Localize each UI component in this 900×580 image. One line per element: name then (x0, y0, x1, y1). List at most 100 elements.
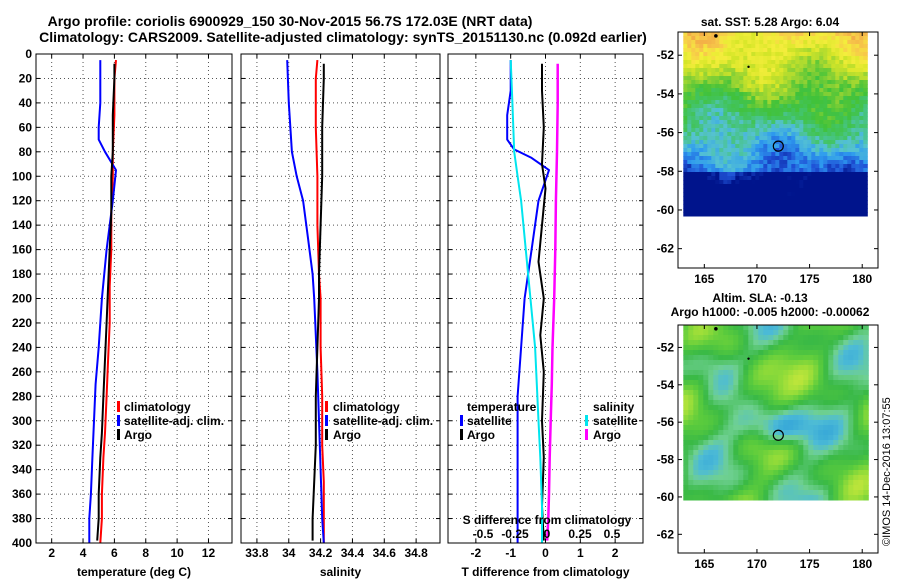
legend-heading-temperature: temperature (467, 400, 537, 414)
temperature-profile-panel: 0 20 40 60 80 100 120 140 160 180 200 220 240 260 280 3… (12, 47, 233, 579)
legend-label-temp-satellite: satellite (467, 414, 512, 428)
y-tick-label: 340 (12, 463, 32, 477)
difference-profile-panel: -2 -1 0 1 2 T difference from climatology (447, 53, 644, 579)
y-tick-label: -54 (657, 378, 675, 392)
temperature-legend: climatology satellite-adj. clim. Argo (117, 400, 224, 442)
y-tick-label: 40 (19, 96, 33, 110)
y-tick-label: 400 (12, 536, 32, 550)
x-tick-label: 180 (852, 272, 872, 286)
heatmap-cells (683, 325, 869, 501)
y-tick-label: -60 (657, 203, 675, 217)
s-tick-label: 0.5 (604, 527, 621, 541)
y-tick-label: 240 (12, 340, 32, 354)
salinity-profile-panel: 33.8 34 34.2 34.4 34.6 34.8 salinity (240, 53, 441, 579)
y-tick-label: -62 (657, 527, 675, 541)
y-tick-label: 100 (12, 169, 32, 183)
map-frame (677, 324, 879, 554)
series-line (311, 63, 325, 541)
figure-title-line2: Climatology: CARS2009. Satellite-adjuste… (39, 29, 647, 45)
y-tick-label: -52 (657, 340, 675, 354)
x-tick-label: 34 (282, 546, 296, 560)
y-tick-label: 160 (12, 243, 32, 257)
sst-map-title: sat. SST: 5.28 Argo: 6.04 (701, 15, 840, 29)
y-tick-label: 180 (12, 267, 32, 281)
plot-frame (240, 53, 441, 544)
y-tick-label: -54 (657, 87, 675, 101)
x-tick-label: -1 (505, 546, 516, 560)
y-tick-label: 220 (12, 316, 32, 330)
series-line (537, 63, 547, 541)
x-tick-label: 8 (142, 546, 149, 560)
island-marker (747, 65, 750, 69)
legend-swatch-satellite (325, 415, 328, 426)
x-axis-label: T difference from climatology (461, 565, 629, 579)
argo-location-marker (772, 140, 784, 152)
legend-label-sal-satellite: satellite (593, 414, 638, 428)
salinity-legend: climatology satellite-adj. clim. Argo (325, 400, 433, 442)
watermark: ©IMOS 14-Dec-2016 13:07:55 (881, 397, 893, 546)
difference-legend: temperature satellite Argo salinity sate… (460, 400, 638, 442)
y-tick-label: 140 (12, 218, 32, 232)
legend-label-argo: Argo (124, 428, 152, 442)
legend-label-satellite: satellite-adj. clim. (333, 414, 433, 428)
y-tick-label: -58 (657, 164, 675, 178)
series-line (545, 63, 559, 541)
legend-swatch-climatology (325, 401, 328, 412)
x-tick-label: 10 (170, 546, 184, 560)
y-tick-label: 300 (12, 414, 32, 428)
y-tick-label: 0 (25, 47, 32, 61)
y-tick-label: -60 (657, 490, 675, 504)
figure-title-line1: Argo profile: coriolis 6900929_150 30-No… (48, 13, 533, 29)
x-tick-label: 1 (577, 546, 584, 560)
y-tick-label: -52 (657, 48, 675, 62)
sla-map-panel: 165 170 175 180 -52 -54 -56 -58 -60 -62 (657, 324, 879, 571)
x-axis-label: salinity (320, 565, 362, 579)
y-tick-label: -56 (657, 126, 675, 140)
legend-label-argo: Argo (333, 428, 361, 442)
legend-swatch-temp-satellite (460, 415, 463, 426)
y-tick-label: -56 (657, 415, 675, 429)
map-frame (677, 31, 879, 269)
legend-swatch-temp-argo (460, 429, 463, 440)
plot-frame (35, 53, 233, 544)
series-line (88, 60, 117, 543)
s-tick-label: 0 (544, 527, 551, 541)
legend-swatch-argo (117, 429, 120, 440)
x-tick-label: 34.2 (309, 546, 333, 560)
y-tick-label: 80 (19, 145, 33, 159)
plot-frame (447, 53, 644, 544)
x-tick-label: 175 (800, 272, 820, 286)
legend-label-climatology: climatology (124, 400, 191, 414)
x-tick-label: 34.6 (373, 546, 397, 560)
y-tick-label: 120 (12, 194, 32, 208)
x-tick-label: 0 (542, 546, 549, 560)
series-line (96, 63, 116, 541)
legend-swatch-climatology (117, 401, 120, 412)
island-marker (747, 357, 750, 360)
legend-swatch-satellite (117, 415, 120, 426)
x-tick-label: 175 (800, 557, 820, 571)
sst-map-panel: 165 170 175 180 -52 -54 -56 -58 -60 -62 (657, 31, 879, 286)
legend-label-climatology: climatology (333, 400, 400, 414)
y-tick-label: 380 (12, 512, 32, 526)
legend-label-temp-argo: Argo (467, 428, 495, 442)
legend-heading-salinity: salinity (593, 400, 635, 414)
x-tick-label: 180 (852, 557, 872, 571)
island-marker (714, 326, 718, 331)
s-tick-label: -0.25 (501, 527, 529, 541)
island-marker (714, 34, 718, 38)
y-tick-label: 200 (12, 292, 32, 306)
x-axis-label: temperature (deg C) (77, 565, 191, 579)
y-tick-label: 260 (12, 365, 32, 379)
x-tick-label: 4 (80, 546, 87, 560)
x-tick-label: 6 (111, 546, 118, 560)
heatmap-cells (683, 32, 868, 217)
x-tick-label: 34.8 (404, 546, 428, 560)
y-tick-label: 280 (12, 389, 32, 403)
argo-location-marker (772, 429, 784, 441)
y-tick-label: 320 (12, 438, 32, 452)
x-tick-label: 170 (747, 272, 767, 286)
s-tick-label: -0.5 (473, 527, 494, 541)
x-tick-label: 165 (694, 557, 714, 571)
